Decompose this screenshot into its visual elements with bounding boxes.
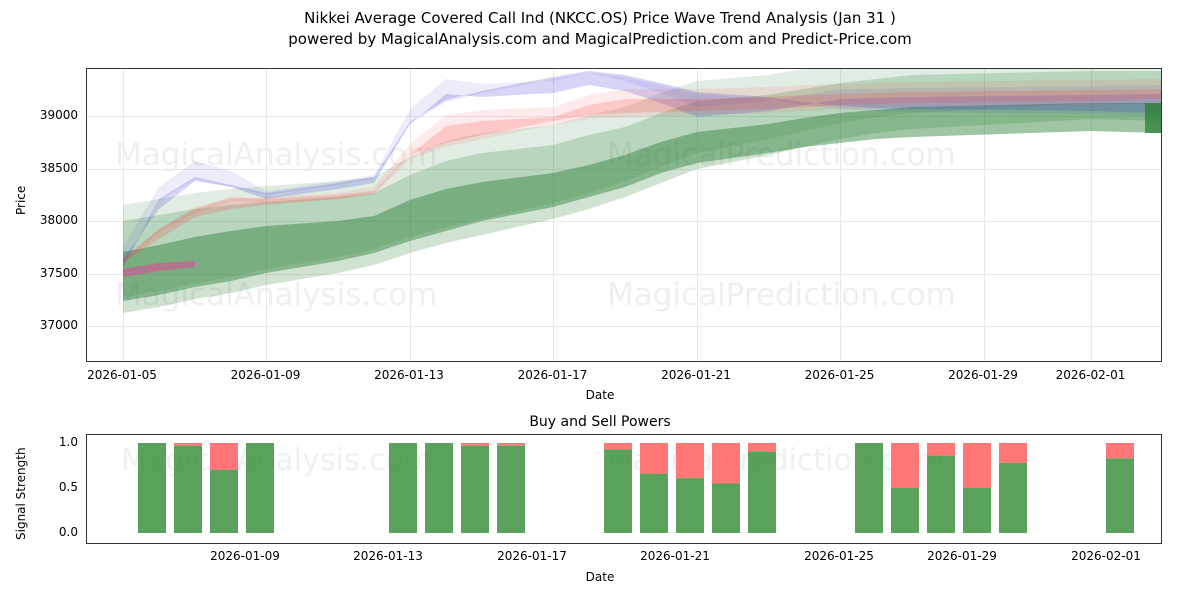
ytick-main-38000: 38000 [39, 213, 78, 228]
ytick-main-39000: 39000 [39, 108, 78, 123]
gridline-y-37500 [87, 273, 1161, 275]
gridline-y-38500 [87, 168, 1161, 170]
bar-2026-01-08 [210, 443, 238, 533]
blue-band-outer [123, 73, 1161, 269]
ytick-lower-0: 0.0 [58, 525, 78, 539]
ytick-main-37500: 37500 [39, 265, 78, 280]
gridline-x-2026-01-25 [840, 69, 842, 361]
bar-2026-01-29 [963, 443, 991, 533]
bar-2026-01-20 [640, 443, 668, 533]
xtick-lower-5: 2026-01-29 [927, 549, 997, 563]
xtick-main-1: 2026-01-09 [230, 368, 301, 382]
red-band-outer [123, 79, 1161, 263]
buy-sell-panel-title: Buy and Sell Powers [529, 414, 671, 430]
bar-2026-01-22 [712, 443, 740, 533]
watermark-2: MagicalPrediction.com [607, 137, 956, 173]
buy-sell-powers-panel: MagicalAnalysis.com MagicalPrediction.co… [86, 434, 1162, 544]
green-band-core [123, 103, 1161, 301]
gridline-x-2026-01-17 [553, 69, 555, 361]
bar-2026-01-27 [891, 443, 919, 533]
xtick-main-3: 2026-01-17 [517, 368, 588, 382]
bar-2026-01-19 [604, 443, 632, 533]
gridline-x-2026-01-29 [983, 69, 985, 361]
bar-2026-01-14 [425, 443, 453, 533]
gridline-x-2026-01-05 [122, 69, 124, 361]
ytick-main-37000: 37000 [39, 318, 78, 333]
xtick-lower-0: 2026-01-09 [210, 549, 280, 563]
chart-title-block: Nikkei Average Covered Call Ind (NKCC.OS… [0, 8, 1200, 50]
xtick-lower-3: 2026-01-21 [640, 549, 710, 563]
price-wave-chart-panel: MagicalAnalysis.com MagicalPrediction.co… [86, 68, 1162, 362]
watermark-4: MagicalPrediction.com [607, 277, 956, 313]
y-axis-label-signal-strength: Signal Strength [14, 447, 28, 540]
gridline-y-39000 [87, 116, 1161, 118]
xtick-main-5: 2026-01-25 [804, 368, 875, 382]
x-axis-label-date-main: Date [585, 388, 615, 402]
bar-2026-01-13 [389, 443, 417, 533]
ytick-lower-1: 1.0 [58, 435, 78, 449]
gridline-x-2026-01-09 [266, 69, 268, 361]
bar-2026-01-30 [999, 443, 1027, 533]
xtick-main-2: 2026-01-13 [374, 368, 444, 382]
bar-2026-01-26 [855, 443, 883, 533]
bar-2026-01-07 [174, 443, 202, 533]
x-axis-label-date-lower: Date [585, 570, 615, 584]
ytick-lower-0_5: 0.5 [58, 480, 78, 494]
green-band-outer [123, 69, 1161, 297]
xtick-lower-2: 2026-01-17 [497, 549, 567, 563]
bar-2026-02-02 [1106, 443, 1134, 533]
bar-2026-01-15 [461, 443, 489, 533]
bar-2026-01-06 [138, 443, 166, 533]
watermark-5: MagicalAnalysis.com [121, 443, 434, 478]
gridline-y-38000 [87, 221, 1161, 223]
chart-title-line-2: powered by MagicalAnalysis.com and Magic… [288, 30, 912, 48]
xtick-lower-6: 2026-02-01 [1071, 549, 1141, 563]
xtick-lower-4: 2026-01-25 [804, 549, 874, 563]
xtick-main-7: 2026-02-01 [1055, 368, 1126, 382]
gridline-x-2026-01-21 [696, 69, 698, 361]
bar-2026-01-23 [748, 443, 776, 533]
y-axis-label-price: Price [14, 185, 28, 215]
price-wave-bands [123, 69, 1161, 313]
bar-2026-01-28 [927, 443, 955, 533]
bar-2026-01-09 [246, 443, 274, 533]
watermark-3: MagicalAnalysis.com [115, 277, 438, 313]
xtick-main-4: 2026-01-21 [661, 368, 731, 382]
ytick-main-38500: 38500 [39, 160, 78, 175]
xtick-lower-1: 2026-01-13 [353, 549, 423, 563]
xtick-main-0: 2026-01-05 [87, 368, 157, 382]
gridline-x-2026-02-01 [1091, 69, 1093, 361]
bar-2026-01-16 [497, 443, 525, 533]
gridline-x-2026-01-13 [409, 69, 411, 361]
gridline-y-37000 [87, 326, 1161, 328]
pink-blip [123, 261, 195, 277]
chart-title-line-1: Nikkei Average Covered Call Ind (NKCC.OS… [304, 9, 896, 27]
buy-sell-bar-group [138, 443, 1134, 533]
green-edge-cap [1145, 103, 1161, 133]
bar-2026-01-21 [676, 443, 704, 533]
watermark-1: MagicalAnalysis.com [115, 137, 438, 173]
green-band-mid [123, 71, 1161, 313]
xtick-main-6: 2026-01-29 [948, 368, 1018, 382]
